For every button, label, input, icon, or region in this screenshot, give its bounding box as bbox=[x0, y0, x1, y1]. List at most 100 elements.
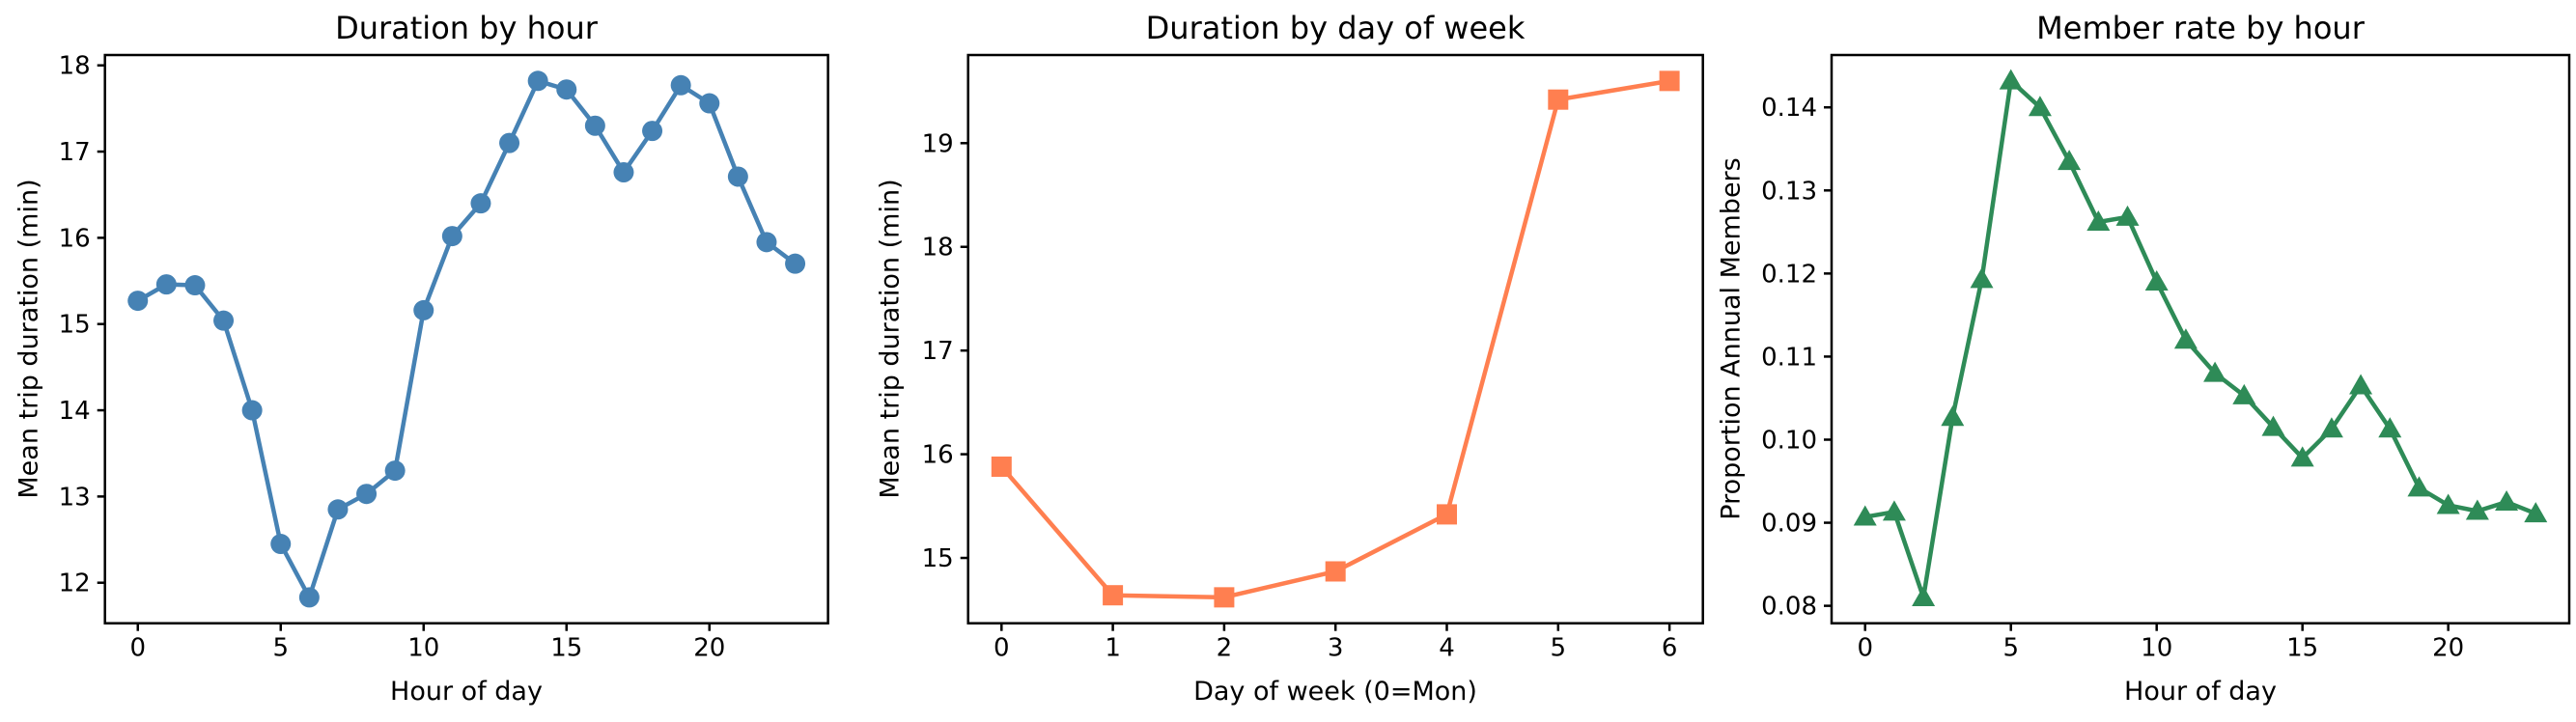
chart3-x-axis-label: Hour of day bbox=[2124, 677, 2277, 707]
data-point-marker bbox=[2203, 361, 2227, 382]
axes-frame bbox=[966, 53, 1704, 625]
y-tick-label: 0.13 bbox=[1761, 177, 1817, 206]
data-point-marker bbox=[327, 499, 349, 520]
data-point-marker bbox=[727, 166, 748, 187]
data-point-marker bbox=[2290, 446, 2314, 467]
x-tick-label: 6 bbox=[1662, 634, 1678, 663]
data-point-marker bbox=[2436, 493, 2460, 514]
chart-duration-by-hour: 0 5 10 15 20 12 13 14 15 16 17 18 bbox=[59, 52, 829, 663]
x-tick-label: 2 bbox=[1217, 634, 1233, 663]
data-point-marker bbox=[356, 484, 378, 505]
x-tick-label: 0 bbox=[1857, 634, 1873, 663]
chart2-y-axis-label: Mean trip duration (min) bbox=[875, 179, 906, 499]
y-tick-label: 0.10 bbox=[1761, 426, 1817, 455]
data-point-marker bbox=[670, 74, 691, 96]
x-tick-label: 5 bbox=[2002, 634, 2019, 663]
chart-duration-by-day-of-week: 0 1 2 3 4 5 6 15 16 17 18 19 bbox=[922, 53, 1704, 663]
data-point-marker bbox=[756, 232, 777, 253]
chart3-title: Member rate by hour bbox=[2036, 10, 2365, 46]
data-point-marker bbox=[298, 587, 320, 608]
chart3-y-axis-label: Proportion Annual Members bbox=[1716, 157, 1747, 520]
y-tick-label: 0.12 bbox=[1761, 260, 1817, 289]
data-markers bbox=[991, 70, 1680, 608]
data-point-marker bbox=[699, 93, 720, 114]
data-point-marker bbox=[527, 70, 548, 92]
x-tick-label: 4 bbox=[1439, 634, 1455, 663]
data-point-marker bbox=[991, 456, 1012, 477]
data-point-marker bbox=[2058, 150, 2082, 171]
chart1-title: Duration by hour bbox=[335, 10, 598, 46]
y-tick-label: 0.14 bbox=[1761, 94, 1817, 123]
data-point-marker bbox=[241, 400, 263, 421]
x-tick-label: 3 bbox=[1328, 634, 1344, 663]
x-tick-label: 1 bbox=[1105, 634, 1121, 663]
x-tick-label: 10 bbox=[2141, 634, 2172, 663]
data-point-marker bbox=[1548, 89, 1569, 110]
x-tick-label: 0 bbox=[129, 634, 146, 663]
data-line bbox=[999, 78, 1672, 600]
data-point-marker bbox=[155, 274, 177, 295]
data-point-marker bbox=[2086, 209, 2111, 231]
chart1-y-axis-label: Mean trip duration (min) bbox=[14, 179, 44, 499]
data-point-marker bbox=[2232, 383, 2256, 404]
data-point-marker bbox=[2144, 269, 2169, 291]
x-tick-label: 20 bbox=[693, 634, 725, 663]
data-point-marker bbox=[2524, 502, 2548, 523]
y-tick-label: 17 bbox=[59, 138, 91, 167]
y-tick-label: 0.09 bbox=[1761, 510, 1817, 539]
data-point-marker bbox=[499, 132, 520, 153]
data-point-marker bbox=[1437, 504, 1458, 525]
y-tick-label: 15 bbox=[922, 544, 954, 573]
data-point-marker bbox=[1853, 505, 1877, 526]
y-tick-label: 15 bbox=[59, 311, 91, 340]
y-tick-label: 19 bbox=[922, 129, 954, 158]
data-line bbox=[135, 78, 798, 600]
y-tick-label: 0.08 bbox=[1761, 593, 1817, 622]
data-point-marker bbox=[441, 226, 462, 247]
chart-member-rate-by-hour: 0 5 10 15 20 0.08 0.09 0.10 0.11 0.12 0.13 0.14 bbox=[1761, 53, 2571, 663]
data-point-marker bbox=[2495, 490, 2519, 512]
y-tick-label: 0.11 bbox=[1761, 343, 1817, 372]
data-point-marker bbox=[2115, 205, 2140, 226]
y-tick-label: 17 bbox=[922, 337, 954, 366]
x-tick-label: 15 bbox=[2286, 634, 2318, 663]
data-point-marker bbox=[613, 161, 634, 182]
data-point-marker bbox=[1912, 586, 1936, 607]
axes-frame bbox=[103, 53, 829, 625]
data-markers bbox=[127, 70, 806, 608]
data-point-marker bbox=[2028, 96, 2052, 117]
y-tick-label: 18 bbox=[59, 52, 91, 81]
data-point-marker bbox=[384, 460, 406, 482]
x-tick-label: 10 bbox=[407, 634, 439, 663]
data-point-marker bbox=[2407, 476, 2431, 497]
data-point-marker bbox=[1882, 500, 1906, 521]
y-tick-label: 16 bbox=[59, 224, 91, 253]
data-point-marker bbox=[1659, 70, 1680, 92]
y-tick-label: 13 bbox=[59, 483, 91, 512]
data-point-marker bbox=[413, 299, 434, 320]
data-point-marker bbox=[642, 121, 663, 142]
data-point-marker bbox=[270, 534, 292, 555]
data-point-marker bbox=[785, 253, 806, 274]
y-tick-label: 16 bbox=[922, 441, 954, 470]
data-line bbox=[1862, 78, 2538, 600]
data-point-marker bbox=[584, 115, 605, 136]
data-point-marker bbox=[127, 291, 149, 312]
chart2-title: Duration by day of week bbox=[1145, 10, 1526, 46]
data-point-marker bbox=[470, 193, 491, 214]
data-point-marker bbox=[556, 79, 577, 100]
axes-frame bbox=[1830, 53, 2571, 625]
y-tick-label: 12 bbox=[59, 569, 91, 598]
data-markers bbox=[1853, 69, 2548, 607]
data-point-marker bbox=[1941, 405, 1965, 427]
x-tick-label: 15 bbox=[550, 634, 582, 663]
data-point-marker bbox=[213, 310, 235, 331]
data-point-marker bbox=[2465, 499, 2489, 520]
chart2-x-axis-label: Day of week (0=Mon) bbox=[1193, 677, 1477, 707]
y-tick-label: 14 bbox=[59, 397, 91, 426]
data-point-marker bbox=[1999, 69, 2023, 90]
data-point-marker bbox=[1970, 267, 1994, 289]
data-point-marker bbox=[2349, 374, 2373, 395]
